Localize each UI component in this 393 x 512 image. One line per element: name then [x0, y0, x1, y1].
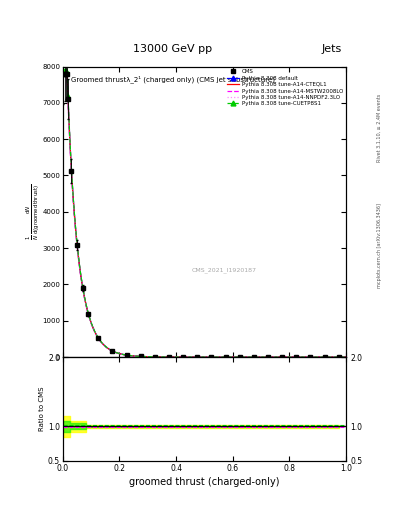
- X-axis label: groomed thrust (charged-only): groomed thrust (charged-only): [129, 477, 279, 487]
- Text: CMS_2021_I1920187: CMS_2021_I1920187: [192, 267, 257, 273]
- Text: Rivet 3.1.10, ≥ 2.4M events: Rivet 3.1.10, ≥ 2.4M events: [377, 94, 382, 162]
- Text: Groomed thrustλ_2¹ (charged only) (CMS jet substructure): Groomed thrustλ_2¹ (charged only) (CMS j…: [72, 75, 275, 83]
- Y-axis label: Ratio to CMS: Ratio to CMS: [39, 387, 45, 431]
- Text: 13000 GeV pp: 13000 GeV pp: [133, 44, 213, 54]
- Text: mcplots.cern.ch [arXiv:1306.3436]: mcplots.cern.ch [arXiv:1306.3436]: [377, 203, 382, 288]
- Text: Jets: Jets: [321, 44, 342, 54]
- Y-axis label: $\frac{1}{N}\,\frac{\mathrm{d}N}{\mathrm{d}(\mathrm{groomed\,thrust})}$: $\frac{1}{N}\,\frac{\mathrm{d}N}{\mathrm…: [24, 183, 41, 240]
- Legend: CMS, Pythia 8.308 default, Pythia 8.308 tune-A14-CTEQL1, Pythia 8.308 tune-A14-M: CMS, Pythia 8.308 default, Pythia 8.308 …: [226, 68, 344, 108]
